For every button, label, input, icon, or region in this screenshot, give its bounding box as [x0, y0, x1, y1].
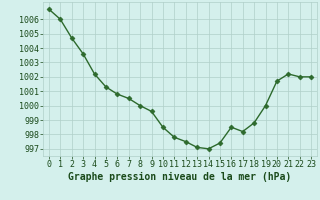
X-axis label: Graphe pression niveau de la mer (hPa): Graphe pression niveau de la mer (hPa) — [68, 172, 292, 182]
